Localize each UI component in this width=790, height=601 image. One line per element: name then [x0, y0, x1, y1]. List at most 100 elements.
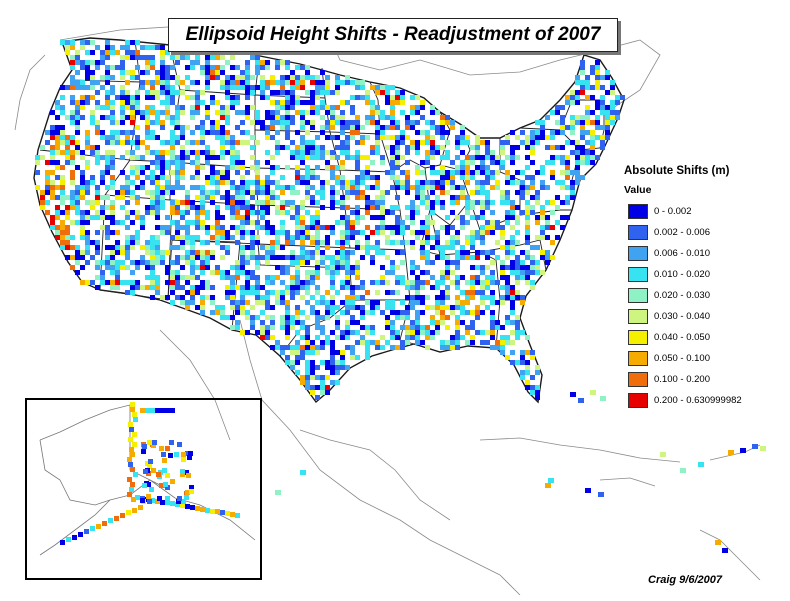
alaska-sample — [147, 499, 152, 504]
alaska-shift-pixels — [60, 402, 240, 545]
shift-sample — [150, 235, 155, 240]
shift-sample — [235, 100, 240, 105]
shift-sample — [490, 260, 495, 265]
legend: Absolute Shifts (m) Value 0 - 0.002 0.002… — [624, 165, 784, 411]
shift-sample — [285, 335, 290, 340]
shift-sample — [185, 300, 190, 305]
alaska-sample — [230, 512, 235, 517]
shift-sample — [180, 155, 185, 160]
shift-sample — [260, 255, 265, 260]
shift-sample — [230, 95, 235, 100]
shift-sample — [365, 235, 370, 240]
shift-sample — [225, 230, 230, 235]
shift-sample — [405, 225, 410, 230]
shift-sample — [405, 215, 410, 220]
shift-sample — [40, 145, 45, 150]
shift-sample — [175, 160, 180, 165]
shift-sample — [80, 280, 85, 285]
shift-sample — [430, 315, 435, 320]
shift-sample — [480, 155, 485, 160]
shift-sample — [350, 350, 355, 355]
alaska-sample — [150, 498, 155, 503]
shift-sample — [70, 135, 75, 140]
shift-sample — [585, 130, 590, 135]
shift-sample — [450, 180, 455, 185]
shift-sample — [85, 165, 90, 170]
shift-sample — [415, 320, 420, 325]
shift-sample — [420, 140, 425, 145]
shift-sample — [525, 135, 530, 140]
shift-sample — [570, 95, 575, 100]
shift-sample — [265, 205, 270, 210]
shift-sample — [180, 80, 185, 85]
shift-sample — [60, 135, 65, 140]
shift-sample — [405, 330, 410, 335]
shift-sample — [70, 60, 75, 65]
shift-sample — [265, 315, 270, 320]
shift-sample — [115, 190, 120, 195]
shift-sample — [305, 155, 310, 160]
shift-sample — [155, 110, 160, 115]
shift-sample — [530, 160, 535, 165]
shift-sample — [490, 315, 495, 320]
shift-sample — [540, 135, 545, 140]
shift-sample — [425, 235, 430, 240]
shift-sample — [155, 120, 160, 125]
shift-sample — [460, 160, 465, 165]
shift-sample — [175, 185, 180, 190]
shift-sample — [230, 165, 235, 170]
shift-sample — [370, 255, 375, 260]
shift-sample — [285, 240, 290, 245]
shift-sample — [190, 115, 195, 120]
shift-sample — [500, 345, 505, 350]
shift-sample — [445, 245, 450, 250]
shift-sample — [290, 120, 295, 125]
shift-sample — [135, 265, 140, 270]
shift-sample — [315, 105, 320, 110]
shift-sample — [480, 200, 485, 205]
shift-sample — [315, 80, 320, 85]
shift-sample — [480, 300, 485, 305]
shift-sample — [280, 255, 285, 260]
shift-sample — [360, 95, 365, 100]
shift-sample — [485, 250, 490, 255]
alaska-sample — [129, 427, 134, 432]
alaska-sample — [102, 521, 107, 526]
shift-sample — [95, 250, 100, 255]
alaska-sample — [181, 499, 186, 504]
shift-sample — [495, 345, 500, 350]
shift-sample — [465, 340, 470, 345]
shift-sample — [355, 175, 360, 180]
shift-sample — [290, 290, 295, 295]
shift-sample — [280, 350, 285, 355]
alaska-sample — [155, 408, 160, 413]
shift-sample — [535, 260, 540, 265]
shift-sample — [400, 230, 405, 235]
shift-sample — [75, 270, 80, 275]
alaska-sample — [185, 490, 190, 495]
shift-sample — [150, 270, 155, 275]
shift-sample — [580, 90, 585, 95]
alaska-sample — [184, 495, 189, 500]
shift-sample — [110, 130, 115, 135]
shift-sample — [180, 110, 185, 115]
shift-sample — [500, 300, 505, 305]
shift-sample — [425, 185, 430, 190]
shift-sample — [155, 215, 160, 220]
shift-sample — [290, 85, 295, 90]
shift-sample — [550, 145, 555, 150]
shift-sample — [245, 140, 250, 145]
shift-sample — [245, 190, 250, 195]
shift-sample — [370, 120, 375, 125]
alaska-sample — [132, 508, 137, 513]
shift-sample — [280, 225, 285, 230]
shift-sample — [355, 120, 360, 125]
shift-sample — [300, 255, 305, 260]
shift-sample — [380, 85, 385, 90]
shift-sample — [395, 175, 400, 180]
shift-sample — [165, 225, 170, 230]
shift-sample — [240, 75, 245, 80]
shift-sample — [410, 140, 415, 145]
shift-sample — [480, 215, 485, 220]
shift-sample — [400, 310, 405, 315]
